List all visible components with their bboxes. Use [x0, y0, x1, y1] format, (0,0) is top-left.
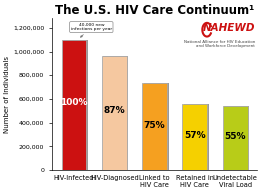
- Y-axis label: Number of Individuals: Number of Individuals: [4, 56, 10, 133]
- Text: 55%: 55%: [224, 132, 246, 141]
- Bar: [182, 104, 207, 170]
- Text: 40,000 new
infections per year: 40,000 new infections per year: [71, 23, 112, 37]
- Text: NAHEWD: NAHEWD: [203, 23, 255, 33]
- FancyBboxPatch shape: [144, 84, 169, 170]
- Bar: [223, 106, 248, 170]
- FancyBboxPatch shape: [224, 106, 249, 170]
- FancyBboxPatch shape: [103, 56, 128, 170]
- Bar: [62, 40, 86, 170]
- FancyBboxPatch shape: [63, 40, 88, 170]
- Bar: [142, 84, 167, 170]
- Text: 100%: 100%: [60, 98, 88, 107]
- Title: The U.S. HIV Care Continuum¹: The U.S. HIV Care Continuum¹: [55, 4, 254, 17]
- Text: National Alliance for HIV Education
and Workforce Development: National Alliance for HIV Education and …: [184, 40, 255, 48]
- Bar: [102, 56, 127, 170]
- Text: 57%: 57%: [184, 131, 206, 140]
- FancyBboxPatch shape: [184, 104, 209, 170]
- Text: 87%: 87%: [103, 106, 125, 115]
- Text: 75%: 75%: [144, 121, 165, 129]
